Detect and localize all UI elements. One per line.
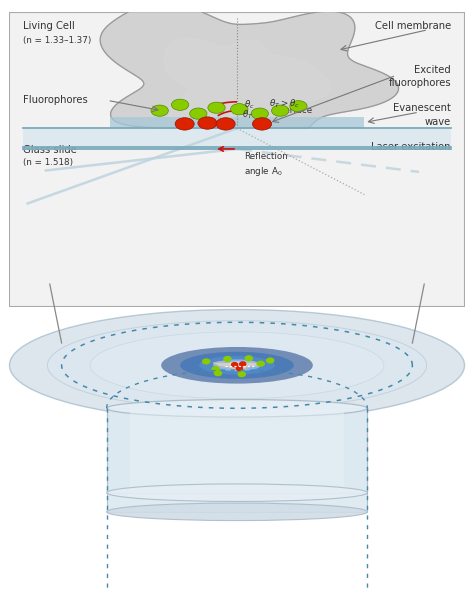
Circle shape <box>216 118 235 130</box>
Text: $\theta_T > \theta_c$: $\theta_T > \theta_c$ <box>269 97 300 110</box>
Circle shape <box>251 108 268 119</box>
Text: Laser excitation: Laser excitation <box>371 142 451 152</box>
Circle shape <box>257 361 264 366</box>
Polygon shape <box>164 38 331 129</box>
FancyBboxPatch shape <box>9 12 465 307</box>
Circle shape <box>272 105 289 116</box>
Text: Cell membrane: Cell membrane <box>374 21 451 31</box>
Polygon shape <box>230 362 244 365</box>
Circle shape <box>214 371 222 376</box>
Circle shape <box>238 372 246 377</box>
Circle shape <box>240 362 246 366</box>
Circle shape <box>267 358 274 363</box>
Ellipse shape <box>90 332 384 398</box>
Text: fluorophores: fluorophores <box>388 78 451 88</box>
Circle shape <box>231 362 237 367</box>
Ellipse shape <box>107 503 367 520</box>
Polygon shape <box>107 408 367 493</box>
Text: Fluorophores: Fluorophores <box>23 96 88 105</box>
Text: wave: wave <box>425 117 451 127</box>
Text: $\theta_c$: $\theta_c$ <box>244 98 255 111</box>
Ellipse shape <box>199 356 275 374</box>
Circle shape <box>172 99 189 111</box>
Text: Evanescent: Evanescent <box>393 103 451 114</box>
Ellipse shape <box>107 484 367 501</box>
Circle shape <box>175 118 194 130</box>
Text: Excited: Excited <box>414 65 451 75</box>
Ellipse shape <box>107 400 367 417</box>
Ellipse shape <box>213 359 261 371</box>
Circle shape <box>151 105 168 116</box>
Circle shape <box>198 117 217 129</box>
Circle shape <box>290 100 307 112</box>
Text: angle A$_0$: angle A$_0$ <box>244 165 283 178</box>
Polygon shape <box>100 2 399 129</box>
Ellipse shape <box>47 321 427 410</box>
Text: Reflection: Reflection <box>244 152 288 161</box>
Text: (n = 1.518): (n = 1.518) <box>23 158 73 167</box>
Polygon shape <box>107 493 367 512</box>
Circle shape <box>253 118 272 130</box>
Text: Glass slide: Glass slide <box>23 144 77 154</box>
Circle shape <box>237 367 242 371</box>
Circle shape <box>231 103 248 115</box>
Text: Living Cell: Living Cell <box>23 21 75 31</box>
Text: (n = 1.33–1.37): (n = 1.33–1.37) <box>23 35 91 44</box>
Circle shape <box>208 102 225 114</box>
Bar <box>109 117 365 129</box>
Circle shape <box>212 367 219 371</box>
Circle shape <box>224 356 231 361</box>
Ellipse shape <box>9 310 465 421</box>
Bar <box>23 129 451 149</box>
Ellipse shape <box>161 347 313 383</box>
Circle shape <box>202 359 210 364</box>
Ellipse shape <box>180 352 294 379</box>
Text: $\theta_T$: $\theta_T$ <box>243 108 254 121</box>
Polygon shape <box>214 362 260 370</box>
Text: Interface: Interface <box>273 106 312 115</box>
Polygon shape <box>130 408 344 493</box>
Circle shape <box>190 108 207 119</box>
Circle shape <box>246 356 252 361</box>
